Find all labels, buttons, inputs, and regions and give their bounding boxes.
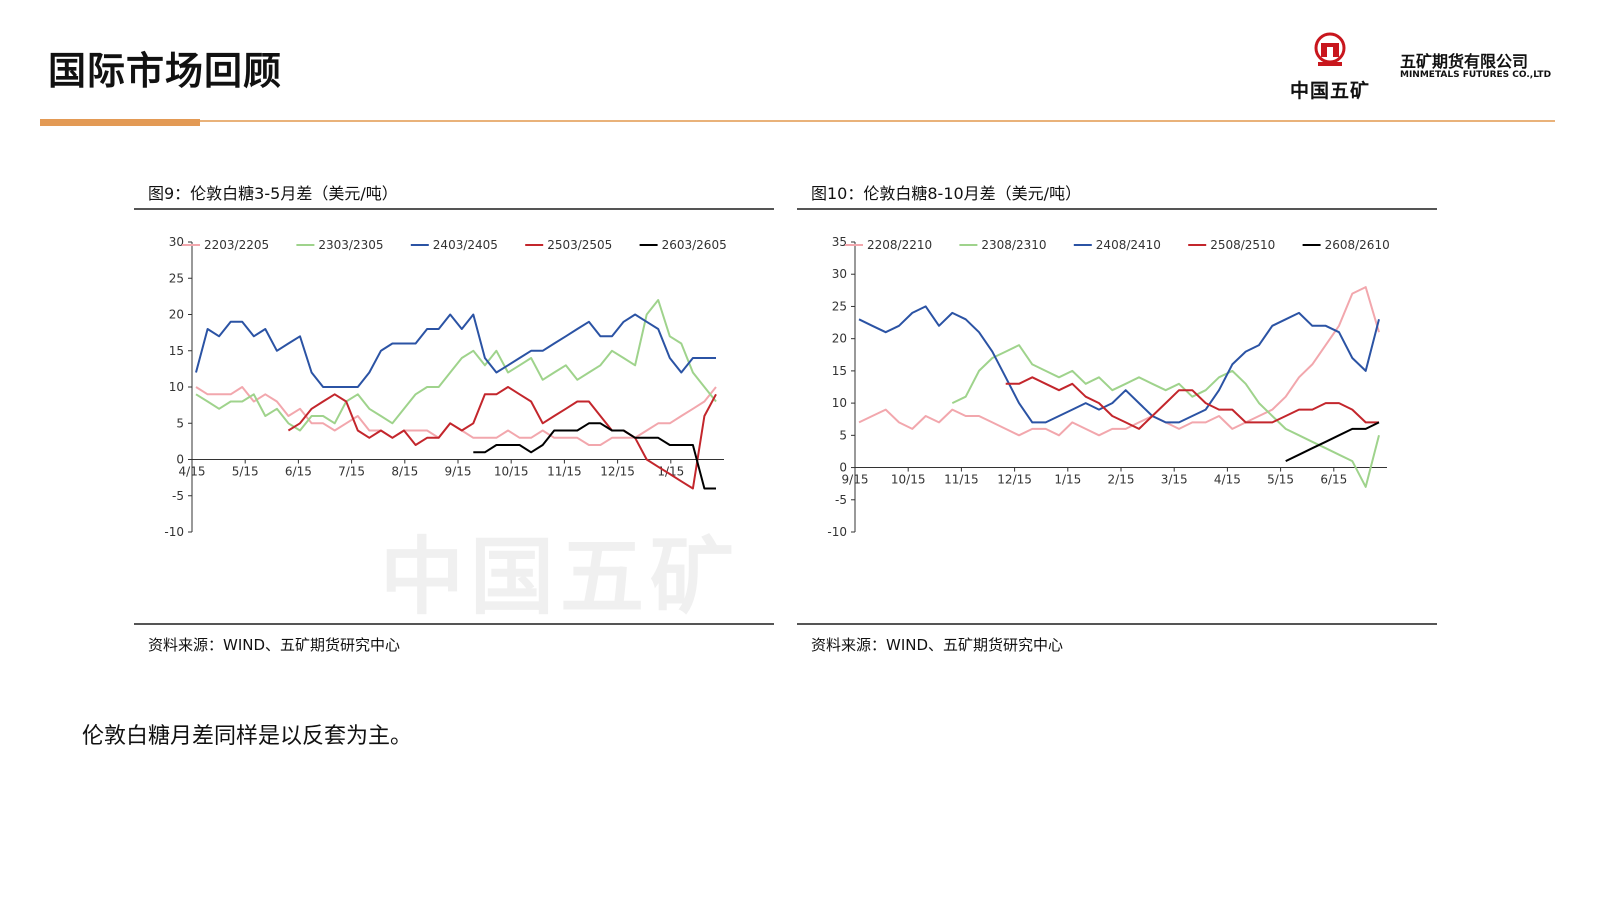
x-tick-label: 12/15 — [997, 473, 1032, 487]
x-tick-label: 2/15 — [1108, 473, 1135, 487]
logo-text: 中国五矿 — [1290, 80, 1371, 102]
chart-bottom-rule — [797, 623, 1437, 625]
x-tick-label: 5/15 — [1267, 473, 1294, 487]
chart-3-5-spread: -10 -5 0 5 10 15 20 25 30 4/15 5/15 6/15 7/15 8/15 9/1… — [164, 235, 727, 539]
y-tick-label: 15 — [832, 364, 847, 378]
company-name-en: MINMETALS FUTURES CO.,LTD — [1400, 70, 1552, 80]
x-tick-label: 10/15 — [494, 465, 529, 479]
y-tick-label: 15 — [169, 344, 184, 358]
x-tick-label: 8/15 — [391, 465, 418, 479]
y-tick-label: 10 — [169, 380, 184, 394]
series-line-2408-2410 — [858, 305, 1380, 424]
series-line-2308-2310 — [951, 344, 1380, 488]
x-tick-label: 10/15 — [891, 473, 926, 487]
x-tick-label: 6/15 — [285, 465, 312, 479]
series-line-2608-2610 — [1285, 421, 1380, 463]
watermark: 中国五矿 — [380, 528, 741, 626]
y-tick-label: -10 — [164, 525, 184, 539]
x-tick-label: 3/15 — [1161, 473, 1188, 487]
y-tick-label: 35 — [832, 235, 847, 249]
series-line-2603-2605 — [473, 422, 716, 490]
legend-label: 2608/2610 — [1325, 238, 1390, 252]
y-tick-label: 20 — [832, 332, 847, 346]
y-tick-label: 25 — [832, 299, 847, 313]
x-tick-label: 6/15 — [1320, 473, 1347, 487]
x-tick-label: 1/15 — [1054, 473, 1081, 487]
y-tick-label: -5 — [172, 489, 184, 503]
y-tick-label: -10 — [827, 525, 847, 539]
x-tick-label: 7/15 — [338, 465, 365, 479]
y-tick-label: 0 — [839, 461, 847, 475]
legend-label: 2503/2505 — [547, 238, 612, 252]
y-tick-label: 30 — [832, 267, 847, 281]
header-rule — [40, 120, 1555, 122]
chart-source: 资料来源：WIND、五矿期货研究中心 — [148, 636, 401, 654]
legend-label: 2303/2305 — [318, 238, 383, 252]
y-tick-label: 20 — [169, 308, 184, 322]
x-tick-label: 9/15 — [842, 473, 869, 487]
series-line-2203-2205 — [195, 386, 717, 446]
y-tick-label: 10 — [832, 396, 847, 410]
series-line-2208-2210 — [858, 286, 1380, 437]
y-tick-label: 5 — [176, 416, 184, 430]
series-line-2503-2505 — [287, 386, 717, 490]
chart-bottom-rule — [134, 623, 774, 625]
legend-label: 2203/2205 — [204, 238, 269, 252]
chart-top-rule — [134, 208, 774, 210]
x-tick-label: 4/15 — [1214, 473, 1241, 487]
minmetals-emblem-icon — [1314, 32, 1346, 66]
x-tick-label: 1/15 — [657, 465, 684, 479]
x-tick-label: 4/15 — [179, 465, 206, 479]
x-tick-label: 12/15 — [600, 465, 635, 479]
series-line-2508-2510 — [1005, 376, 1379, 430]
legend-label: 2508/2510 — [1210, 238, 1275, 252]
series-line-2303-2305 — [195, 299, 717, 432]
chart-panel-3-5-spread: 图9：伦敦白糖3-5月差（美元/吨） -10 -5 0 5 10 15 20 25 30 4/15… — [134, 176, 774, 656]
chart-top-rule — [797, 208, 1437, 210]
series-line-2403-2405 — [195, 313, 716, 388]
header-rule-accent — [40, 119, 200, 126]
body-text: 伦敦白糖月差同样是以反套为主。 — [82, 724, 413, 749]
chart-title: 图10：伦敦白糖8-10月差（美元/吨） — [811, 184, 1082, 203]
chart-8-10-spread: -10 -5 0 5 10 15 20 25 30 35 9/15 10/15 11/15 12/15 1/… — [827, 235, 1390, 539]
company-name-cn: 五矿期货有限公司 — [1400, 52, 1529, 71]
chart-source: 资料来源：WIND、五矿期货研究中心 — [811, 636, 1064, 654]
x-tick-label: 11/15 — [944, 473, 979, 487]
company-logo: 中国五矿 五矿期货有限公司 MINMETALS FUTURES CO.,LTD — [1290, 30, 1560, 102]
x-tick-label: 11/15 — [547, 465, 582, 479]
legend-label: 2408/2410 — [1096, 238, 1161, 252]
y-tick-label: 0 — [176, 453, 184, 467]
page-title: 国际市场回顾 — [48, 49, 283, 93]
legend-label: 2403/2405 — [433, 238, 498, 252]
chart-panel-8-10-spread: 图10：伦敦白糖8-10月差（美元/吨） -10 -5 0 5 10 15 20 25 30 35… — [797, 176, 1437, 656]
y-tick-label: 5 — [839, 428, 847, 442]
x-tick-label: 9/15 — [445, 465, 472, 479]
legend-label: 2308/2310 — [981, 238, 1046, 252]
x-tick-label: 5/15 — [232, 465, 259, 479]
legend-label: 2603/2605 — [662, 238, 727, 252]
legend-label: 2208/2210 — [867, 238, 932, 252]
y-tick-label: 25 — [169, 271, 184, 285]
chart-title: 图9：伦敦白糖3-5月差（美元/吨） — [148, 184, 398, 203]
y-tick-label: -5 — [835, 493, 847, 507]
y-tick-label: 30 — [169, 235, 184, 249]
